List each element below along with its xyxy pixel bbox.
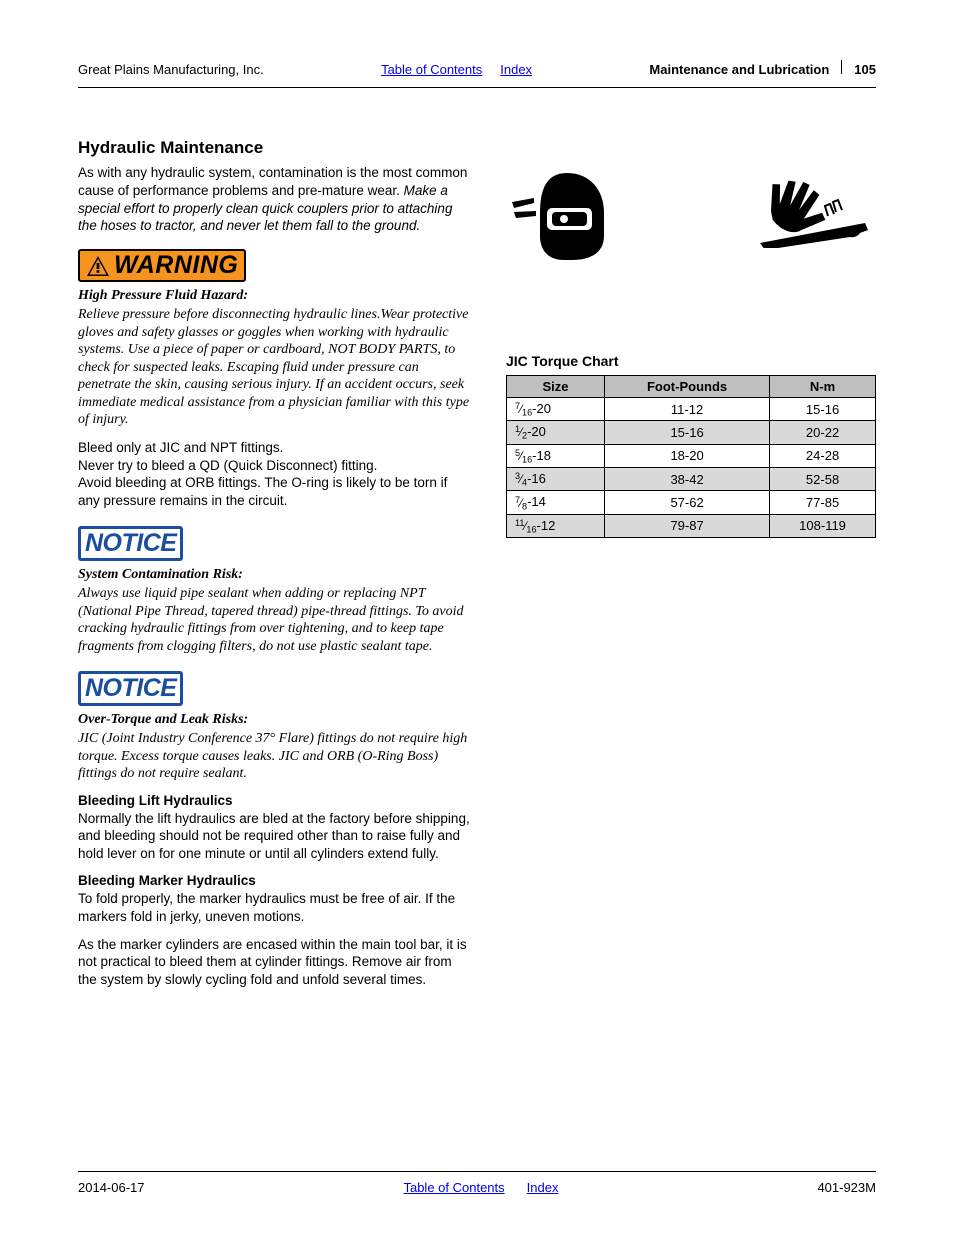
safety-icons-row [506, 168, 876, 263]
footer-nav: Table of Contents Index [403, 1180, 558, 1195]
table-row: 5⁄16-1818-2024-28 [507, 444, 876, 467]
bleed-marker-body2: As the marker cylinders are encased with… [78, 936, 470, 989]
page: Great Plains Manufacturing, Inc. Table o… [0, 0, 954, 1235]
left-column: Hydraulic Maintenance As with any hydrau… [78, 138, 470, 999]
hazard3-title: Over-Torque and Leak Risks: [78, 712, 470, 728]
page-number: 105 [854, 62, 876, 77]
footer-index-link[interactable]: Index [527, 1180, 559, 1195]
hazard2-body: Always use liquid pipe sealant when addi… [78, 585, 470, 655]
cell-fp: 79-87 [605, 514, 770, 537]
hazard3-body: JIC (Joint Industry Conference 37° Flare… [78, 730, 470, 783]
header-separator [841, 60, 842, 74]
cell-fp: 38-42 [605, 468, 770, 491]
toc-link[interactable]: Table of Contents [381, 62, 482, 77]
cell-fp: 18-20 [605, 444, 770, 467]
torque-chart-title: JIC Torque Chart [506, 353, 876, 369]
header-company: Great Plains Manufacturing, Inc. [78, 62, 264, 77]
table-row: 11⁄16-1279-87108-119 [507, 514, 876, 537]
header-nav: Table of Contents Index [381, 62, 532, 77]
warning-text: WARNING [114, 251, 238, 280]
cell-fp: 15-16 [605, 421, 770, 444]
col-footpounds: Foot-Pounds [605, 376, 770, 398]
table-row: 7⁄8-1457-6277-85 [507, 491, 876, 514]
page-footer: 2014-06-17 Table of Contents Index 401-9… [78, 1171, 876, 1195]
table-row: 3⁄4-1638-4252-58 [507, 468, 876, 491]
bleed-lift-body: Normally the lift hydraulics are bled at… [78, 810, 470, 863]
index-link[interactable]: Index [500, 62, 532, 77]
notice-label-2: NOTICE [78, 671, 183, 706]
hazard1-title: High Pressure Fluid Hazard: [78, 288, 470, 304]
footer-toc-link[interactable]: Table of Contents [403, 1180, 504, 1195]
warning-triangle-icon [86, 255, 110, 277]
cell-size: 7⁄16-20 [507, 398, 605, 421]
section-name: Maintenance and Lubrication [649, 62, 829, 77]
cell-nm: 24-28 [770, 444, 876, 467]
header-section: Maintenance and Lubrication 105 [649, 60, 876, 77]
bleed-line2: Never try to bleed a QD (Quick Disconnec… [78, 457, 470, 475]
intro-paragraph: As with any hydraulic system, contaminat… [78, 164, 470, 235]
hazard1-body: Relieve pressure before disconnecting hy… [78, 306, 470, 429]
cell-size: 11⁄16-12 [507, 514, 605, 537]
table-row: 7⁄16-2011-1215-16 [507, 398, 876, 421]
cell-nm: 52-58 [770, 468, 876, 491]
bleed-marker-body1: To fold properly, the marker hydraulics … [78, 890, 470, 926]
hand-pinhole-icon [750, 168, 870, 248]
col-nm: N-m [770, 376, 876, 398]
cell-size: 1⁄2-20 [507, 421, 605, 444]
cell-fp: 11-12 [605, 398, 770, 421]
bleed-marker-title: Bleeding Marker Hydraulics [78, 873, 470, 888]
content-columns: Hydraulic Maintenance As with any hydrau… [78, 138, 876, 999]
notice-text-1: NOTICE [85, 529, 176, 557]
cell-nm: 20-22 [770, 421, 876, 444]
page-header: Great Plains Manufacturing, Inc. Table o… [78, 60, 876, 77]
table-header-row: Size Foot-Pounds N-m [507, 376, 876, 398]
cell-size: 3⁄4-16 [507, 468, 605, 491]
goggles-head-icon [512, 168, 622, 263]
section-title: Hydraulic Maintenance [78, 138, 470, 158]
notice-text-2: NOTICE [85, 674, 176, 702]
cell-nm: 15-16 [770, 398, 876, 421]
cell-size: 7⁄8-14 [507, 491, 605, 514]
hazard2-title: System Contamination Risk: [78, 567, 470, 583]
header-rule [78, 87, 876, 88]
notice-label-1: NOTICE [78, 526, 183, 561]
footer-docnum: 401-923M [817, 1180, 876, 1195]
bleed-lift-title: Bleeding Lift Hydraulics [78, 793, 470, 808]
table-row: 1⁄2-2015-1620-22 [507, 421, 876, 444]
cell-fp: 57-62 [605, 491, 770, 514]
torque-table: Size Foot-Pounds N-m 7⁄16-2011-1215-161⁄… [506, 375, 876, 538]
bleed-line1: Bleed only at JIC and NPT fittings. [78, 439, 470, 457]
cell-size: 5⁄16-18 [507, 444, 605, 467]
col-size: Size [507, 376, 605, 398]
cell-nm: 108-119 [770, 514, 876, 537]
warning-label: WARNING [78, 249, 246, 282]
cell-nm: 77-85 [770, 491, 876, 514]
footer-rule [78, 1171, 876, 1172]
right-column: JIC Torque Chart Size Foot-Pounds N-m 7⁄… [506, 138, 876, 999]
bleed-line3: Avoid bleeding at ORB fittings. The O-ri… [78, 474, 470, 510]
footer-date: 2014-06-17 [78, 1180, 145, 1195]
footer-row: 2014-06-17 Table of Contents Index 401-9… [78, 1180, 876, 1195]
